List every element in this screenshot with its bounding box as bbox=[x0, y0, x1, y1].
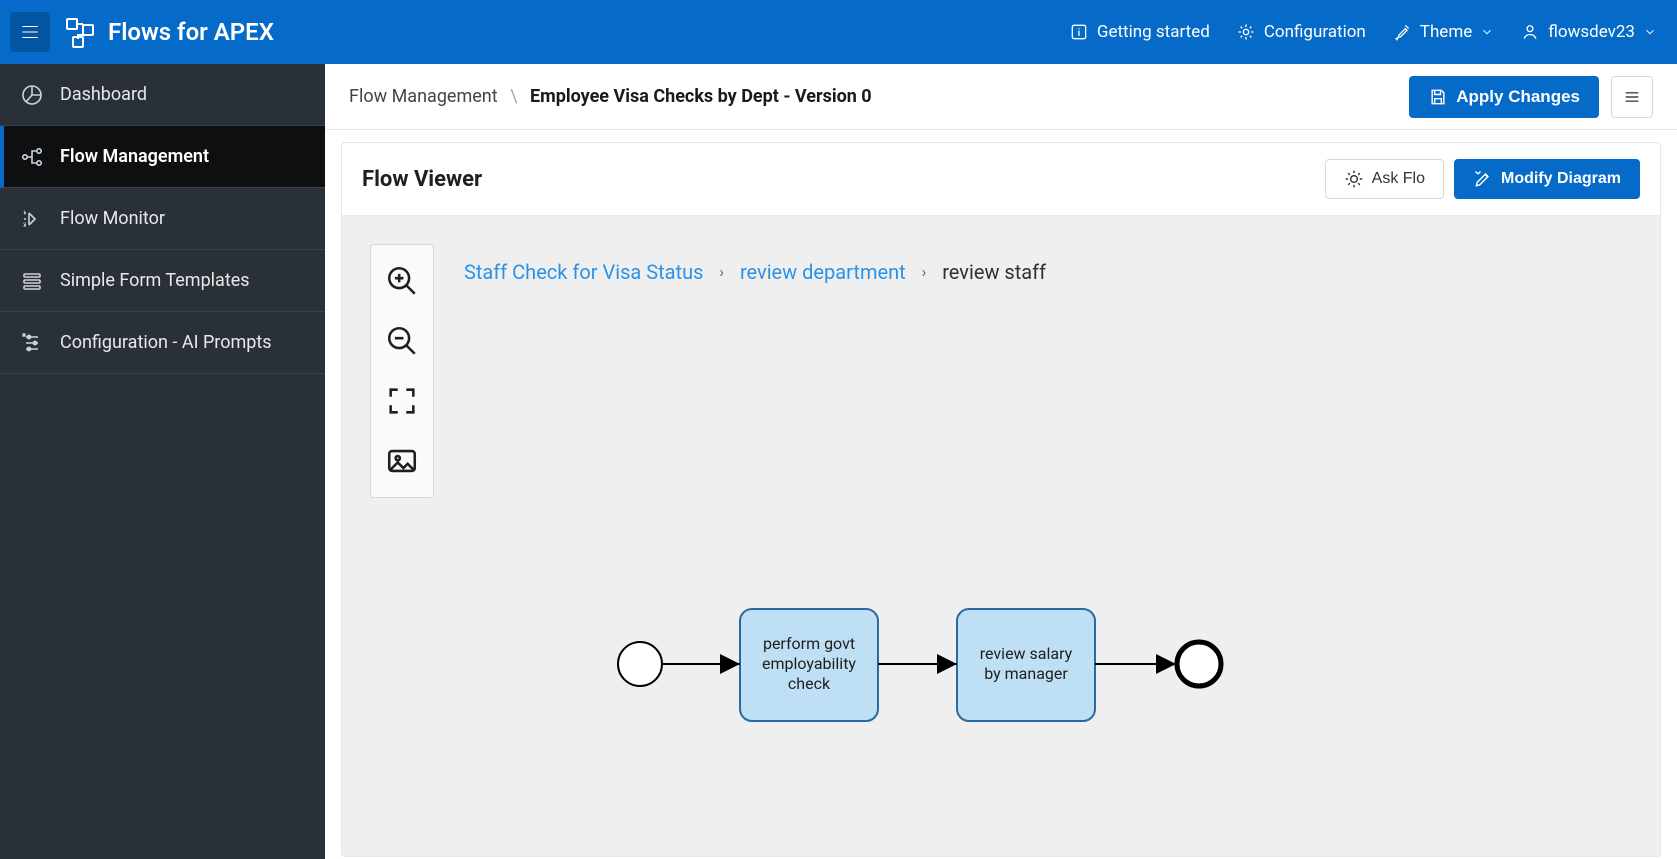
diagram-canvas[interactable]: Staff Check for Visa Status›review depar… bbox=[342, 216, 1660, 856]
save-icon bbox=[1428, 87, 1448, 107]
sidebar-item-label: Simple Form Templates bbox=[60, 270, 250, 291]
topbar-getting-started[interactable]: Getting started bbox=[1069, 22, 1210, 42]
topbar-user[interactable]: flowsdev23 bbox=[1520, 22, 1657, 42]
task-task2[interactable]: review salaryby manager bbox=[957, 609, 1095, 721]
sidebar-item-label: Dashboard bbox=[60, 84, 147, 105]
brush-icon bbox=[1392, 22, 1412, 42]
info-icon bbox=[1069, 22, 1089, 42]
bpmn-diagram: perform govtemployabilitycheck review sal… bbox=[342, 216, 1660, 856]
sidebar-item-dashboard[interactable]: Dashboard bbox=[0, 64, 325, 126]
task-label: check bbox=[788, 674, 831, 693]
start-event[interactable] bbox=[618, 642, 662, 686]
topbar-configuration[interactable]: Configuration bbox=[1236, 22, 1366, 42]
end-event[interactable] bbox=[1177, 642, 1221, 686]
sidebar-item-config-ai[interactable]: Configuration - AI Prompts bbox=[0, 312, 325, 374]
sidebar: DashboardFlow Management12Flow MonitorSi… bbox=[0, 64, 325, 859]
apply-changes-button[interactable]: Apply Changes bbox=[1409, 76, 1599, 118]
topbar-theme[interactable]: Theme bbox=[1392, 22, 1494, 42]
chevron-down-icon bbox=[1643, 25, 1657, 39]
sidebar-item-label: Configuration - AI Prompts bbox=[60, 332, 272, 353]
apply-changes-label: Apply Changes bbox=[1456, 87, 1580, 107]
topbar-configuration-label: Configuration bbox=[1264, 22, 1366, 42]
topbar-theme-label: Theme bbox=[1420, 22, 1472, 42]
task-label: review salary bbox=[980, 644, 1073, 663]
sidebar-item-label: Flow Monitor bbox=[60, 208, 165, 229]
main-header: Flow Management \ Employee Visa Checks b… bbox=[325, 64, 1677, 130]
steps-icon: 12 bbox=[20, 207, 44, 231]
breadcrumb-current: Employee Visa Checks by Dept - Version 0 bbox=[530, 86, 872, 107]
brand-title: Flows for APEX bbox=[108, 18, 274, 46]
breadcrumb-parent[interactable]: Flow Management bbox=[349, 86, 498, 107]
gear-icon bbox=[1236, 22, 1256, 42]
sidebar-item-label: Flow Management bbox=[60, 146, 209, 167]
breadcrumb-separator: \ bbox=[510, 86, 517, 107]
hamburger-button[interactable] bbox=[10, 12, 50, 52]
task-label: employability bbox=[762, 654, 856, 673]
pie-icon bbox=[20, 83, 44, 107]
ask-flo-icon bbox=[1344, 169, 1364, 189]
svg-text:2: 2 bbox=[23, 222, 27, 229]
topbar-getting-started-label: Getting started bbox=[1097, 22, 1210, 42]
more-menu-button[interactable] bbox=[1611, 76, 1653, 118]
modify-icon bbox=[1473, 169, 1493, 189]
sidebar-item-flow-monitor[interactable]: 12Flow Monitor bbox=[0, 188, 325, 250]
flow-viewer-panel: Flow Viewer Ask Flo Modify Diagram bbox=[341, 142, 1661, 857]
ask-flo-label: Ask Flo bbox=[1372, 170, 1425, 188]
form-icon bbox=[20, 269, 44, 293]
task-label: perform govt bbox=[763, 634, 855, 653]
user-icon bbox=[1520, 22, 1540, 42]
sidebar-item-flow-management[interactable]: Flow Management bbox=[0, 126, 325, 188]
sidebar-item-simple-form[interactable]: Simple Form Templates bbox=[0, 250, 325, 312]
modify-diagram-label: Modify Diagram bbox=[1501, 170, 1621, 188]
topbar: Flows for APEX Getting started Configurat… bbox=[0, 0, 1677, 64]
aiset-icon bbox=[20, 331, 44, 355]
topbar-user-label: flowsdev23 bbox=[1548, 22, 1635, 42]
chevron-down-icon bbox=[1480, 25, 1494, 39]
hamburger-icon bbox=[19, 21, 41, 43]
task-task1[interactable]: perform govtemployabilitycheck bbox=[740, 609, 878, 721]
menu-icon bbox=[1622, 87, 1642, 107]
ask-flo-button[interactable]: Ask Flo bbox=[1325, 159, 1444, 199]
panel-title: Flow Viewer bbox=[362, 167, 482, 192]
flow-icon bbox=[20, 145, 44, 169]
panel-header: Flow Viewer Ask Flo Modify Diagram bbox=[342, 143, 1660, 216]
brand-icon bbox=[64, 16, 96, 48]
modify-diagram-button[interactable]: Modify Diagram bbox=[1454, 159, 1640, 199]
task-label: by manager bbox=[984, 664, 1068, 683]
svg-text:1: 1 bbox=[23, 210, 26, 217]
breadcrumb-top: Flow Management \ Employee Visa Checks b… bbox=[349, 86, 872, 107]
